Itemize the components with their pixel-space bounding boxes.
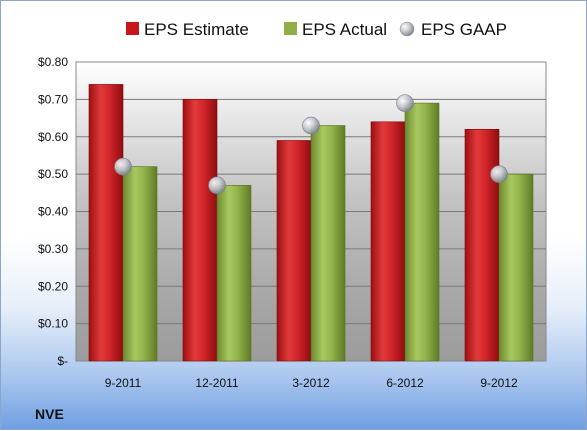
legend-swatch-eps-gaap <box>399 21 415 37</box>
bar-eps-estimate <box>88 84 124 362</box>
x-tick-label: 12-2011 <box>195 376 238 390</box>
marker-eps-gaap <box>114 157 132 176</box>
legend-label-eps-actual: EPS Actual <box>302 20 387 39</box>
marker-eps-gaap <box>396 94 414 112</box>
legend-label-eps-gaap: EPS GAAP <box>421 20 507 39</box>
bar-eps-actual <box>216 185 252 362</box>
y-tick-label: $0.10 <box>38 317 68 331</box>
marker-eps-gaap <box>208 176 226 195</box>
bar-eps-estimate <box>276 140 312 362</box>
bar-eps-actual <box>498 173 534 362</box>
company-label: NVE <box>35 406 64 422</box>
bar-eps-estimate <box>370 121 406 362</box>
bar-eps-actual <box>122 166 158 362</box>
y-tick-label: $0.30 <box>38 242 68 256</box>
y-tick-label: $0.60 <box>38 130 68 144</box>
marker-eps-gaap <box>490 165 508 183</box>
y-tick-label: $0.40 <box>38 205 68 219</box>
legend-swatch-eps-estimate <box>126 22 139 35</box>
legend-label-eps-estimate: EPS Estimate <box>144 20 249 39</box>
y-tick-label: $0.20 <box>38 279 68 293</box>
marker-eps-gaap <box>302 116 320 135</box>
bar-eps-actual <box>404 102 440 362</box>
y-tick-label: $- <box>57 354 68 368</box>
legend-swatch-eps-actual <box>284 22 297 35</box>
bars <box>88 84 534 362</box>
bar-eps-estimate <box>464 128 500 362</box>
bar-eps-estimate <box>182 99 218 362</box>
bar-eps-actual <box>310 125 346 362</box>
y-tick-label: $0.50 <box>38 167 68 181</box>
x-tick-label: 9-2011 <box>105 376 142 390</box>
legend: EPS Estimate EPS Actual EPS GAAP <box>126 20 507 39</box>
x-tick-label: 6-2012 <box>386 376 424 390</box>
x-axis-ticks: 9-2011 12-2011 3-2012 6-2012 9-2012 <box>105 376 518 390</box>
gaap-markers <box>114 94 508 195</box>
y-tick-label: $0.70 <box>38 92 68 106</box>
x-tick-label: 3-2012 <box>292 376 330 390</box>
x-tick-label: 9-2012 <box>480 376 518 390</box>
y-axis-ticks: $- $0.10 $0.20 $0.30 $0.40 $0.50 $0.60 $0.70 $0.… <box>38 55 68 368</box>
y-tick-label: $0.80 <box>38 55 68 69</box>
